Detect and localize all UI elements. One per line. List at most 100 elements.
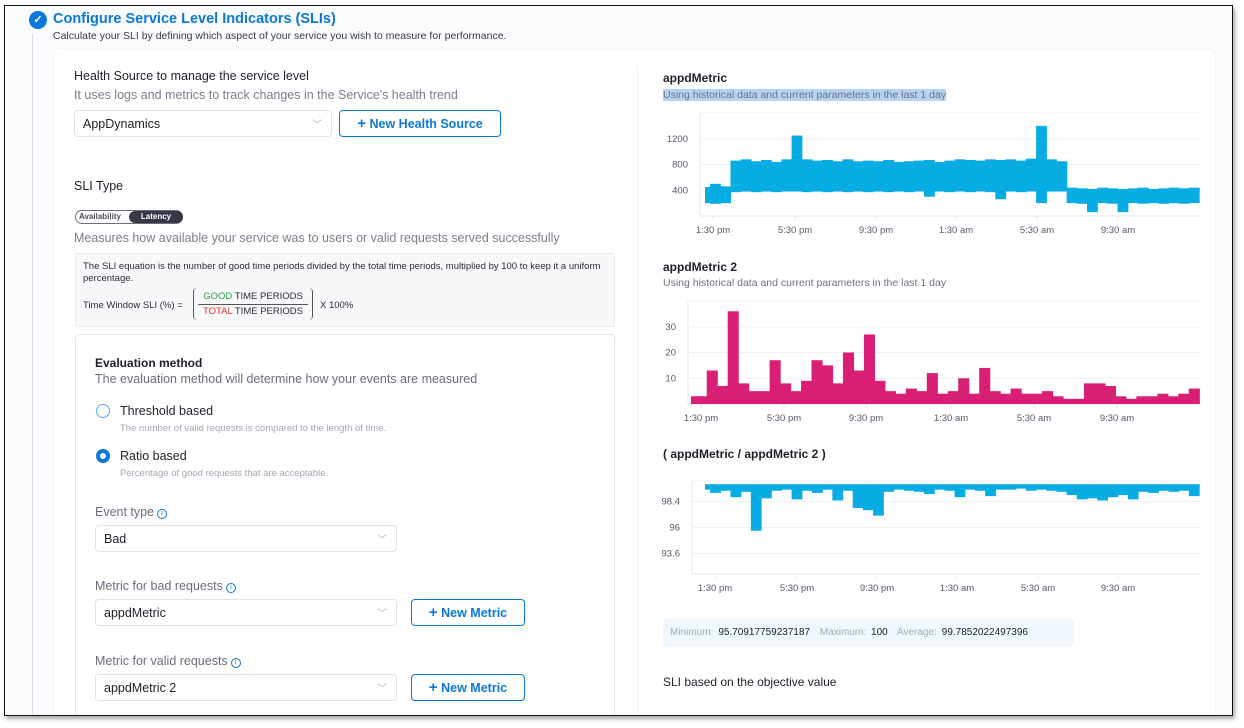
chart3-bar xyxy=(862,484,874,511)
event-type-select[interactable]: Bad ﹀ xyxy=(95,525,397,552)
chart1-bar xyxy=(964,159,976,193)
formula-multiplier: X 100% xyxy=(320,300,354,311)
y-tick-label: 93.6 xyxy=(662,548,681,559)
ratio-radio[interactable] xyxy=(96,449,110,463)
chart3-bar xyxy=(801,484,813,491)
health-source-select[interactable]: AppDynamics ﹀ xyxy=(74,110,332,137)
chart1-bar xyxy=(822,159,833,193)
chart3-bar xyxy=(1076,484,1088,500)
chart1-bar xyxy=(1025,158,1037,192)
x-tick-label: 5:30 am xyxy=(1020,225,1054,236)
chart2-bar xyxy=(769,360,781,404)
chart2-bar xyxy=(1188,388,1200,404)
event-type-text: Event type xyxy=(95,505,155,519)
chart1-bar xyxy=(903,161,915,193)
bad-metric-value: appdMetric xyxy=(104,606,166,620)
chart3-title: ( appdMetric / appdMetric 2 ) xyxy=(663,447,826,461)
chart3-bar xyxy=(1158,484,1170,491)
chart3-bar xyxy=(811,484,823,493)
chart3-bar xyxy=(1056,484,1068,492)
chart1-bar xyxy=(913,160,925,192)
chart3-bar xyxy=(740,484,752,492)
chart2-bar xyxy=(905,388,917,404)
chart2-bar xyxy=(968,393,980,404)
chart1-bar xyxy=(761,159,772,192)
x-tick-label: 1:30 pm xyxy=(684,413,718,424)
chart1-bar xyxy=(1066,187,1078,204)
info-icon[interactable]: i xyxy=(225,583,236,593)
ratio-description: Percentage of good requests that are acc… xyxy=(120,468,329,479)
chart3-bar xyxy=(852,484,864,509)
evaluation-title: Evaluation method xyxy=(95,356,203,370)
sli-type-description: Measures how available your service was … xyxy=(74,231,560,245)
chart3-bar xyxy=(1168,484,1180,492)
chart2-bar xyxy=(780,383,792,404)
sli-type-latency[interactable]: Latency xyxy=(129,211,183,223)
chart3-bar xyxy=(791,484,803,500)
threshold-description: The number of valid requests is compared… xyxy=(120,423,387,434)
y-tick-label: 30 xyxy=(665,322,676,333)
formula-total: TOTAL xyxy=(203,306,233,317)
x-tick-label: 9:30 am xyxy=(1100,413,1134,424)
y-tick-label: 400 xyxy=(672,185,688,196)
chart2-bar xyxy=(1136,396,1148,404)
chart2-bar xyxy=(706,370,718,404)
valid-metric-select[interactable]: appdMetric 2 ﹀ xyxy=(95,674,397,701)
chart1-bar xyxy=(791,135,803,192)
chart2-bar xyxy=(958,378,970,404)
chart1-bar xyxy=(873,161,884,192)
ratio-label[interactable]: Ratio based xyxy=(120,449,187,463)
chart3-bar xyxy=(954,484,966,498)
sli-type-toggle[interactable]: Availability Latency xyxy=(75,210,183,224)
chart3-bar xyxy=(974,484,986,491)
chart3-bar xyxy=(1036,484,1047,490)
new-bad-metric-button[interactable]: + New Metric xyxy=(411,599,525,626)
info-icon[interactable]: i xyxy=(230,658,241,668)
formula-periods-top: TIME PERIODS xyxy=(234,291,303,302)
min-value: 95.70917759237187 xyxy=(718,627,811,638)
chart3-bar xyxy=(1188,484,1200,497)
ratio-stats: Minimum: 95.70917759237187 Maximum: 100 Av… xyxy=(663,619,1074,647)
x-tick-label: 1:30 am xyxy=(940,583,974,594)
column-divider xyxy=(637,66,638,715)
chart2-bar xyxy=(895,393,907,404)
chart2-bar xyxy=(842,352,855,404)
chart1-bar xyxy=(1148,188,1159,204)
x-tick-label: 9:30 pm xyxy=(849,413,883,424)
chart2-bar xyxy=(884,391,896,404)
chart1-bar xyxy=(1158,188,1170,204)
bad-metric-select[interactable]: appdMetric ﹀ xyxy=(95,599,397,626)
chevron-down-icon: ﹀ xyxy=(377,684,387,695)
new-metric-label: New Metric xyxy=(441,681,508,695)
y-tick-label: 98.4 xyxy=(662,497,681,508)
event-type-label: Event type i xyxy=(95,505,168,519)
chart1-bar xyxy=(811,160,823,192)
plus-icon: + xyxy=(428,604,438,621)
health-source-subtitle: It uses logs and metrics to track change… xyxy=(74,88,458,102)
chart3-bar xyxy=(964,484,976,490)
new-metric-label: New Metric xyxy=(441,606,508,620)
x-tick-label: 5:30 pm xyxy=(767,413,801,424)
threshold-label[interactable]: Threshold based xyxy=(120,404,214,418)
health-source-value: AppDynamics xyxy=(83,117,161,131)
chart3-bar xyxy=(934,484,946,490)
chart3-bar xyxy=(1117,484,1129,496)
chart1-bar xyxy=(893,161,905,192)
chart1-bar xyxy=(974,160,986,192)
bad-metric-label: Metric for bad requests i xyxy=(95,579,236,593)
new-health-source-button[interactable]: + New Health Source xyxy=(339,110,501,137)
chart3-bar xyxy=(1005,484,1017,490)
chart2-bar xyxy=(1031,393,1043,404)
new-valid-metric-button[interactable]: + New Metric xyxy=(411,674,525,701)
info-icon[interactable]: i xyxy=(157,509,168,519)
x-tick-label: 9:30 pm xyxy=(859,225,893,236)
chart3-bar xyxy=(1087,484,1098,499)
chart1-bar xyxy=(1188,187,1200,204)
chart1-bar xyxy=(1036,125,1047,204)
chart2-bar xyxy=(1157,393,1169,404)
sli-type-availability[interactable]: Availability xyxy=(79,212,121,221)
chart2-bar xyxy=(863,334,875,404)
threshold-radio[interactable] xyxy=(96,404,110,418)
x-tick-label: 5:30 pm xyxy=(778,225,812,236)
chart2-bar xyxy=(821,365,834,404)
